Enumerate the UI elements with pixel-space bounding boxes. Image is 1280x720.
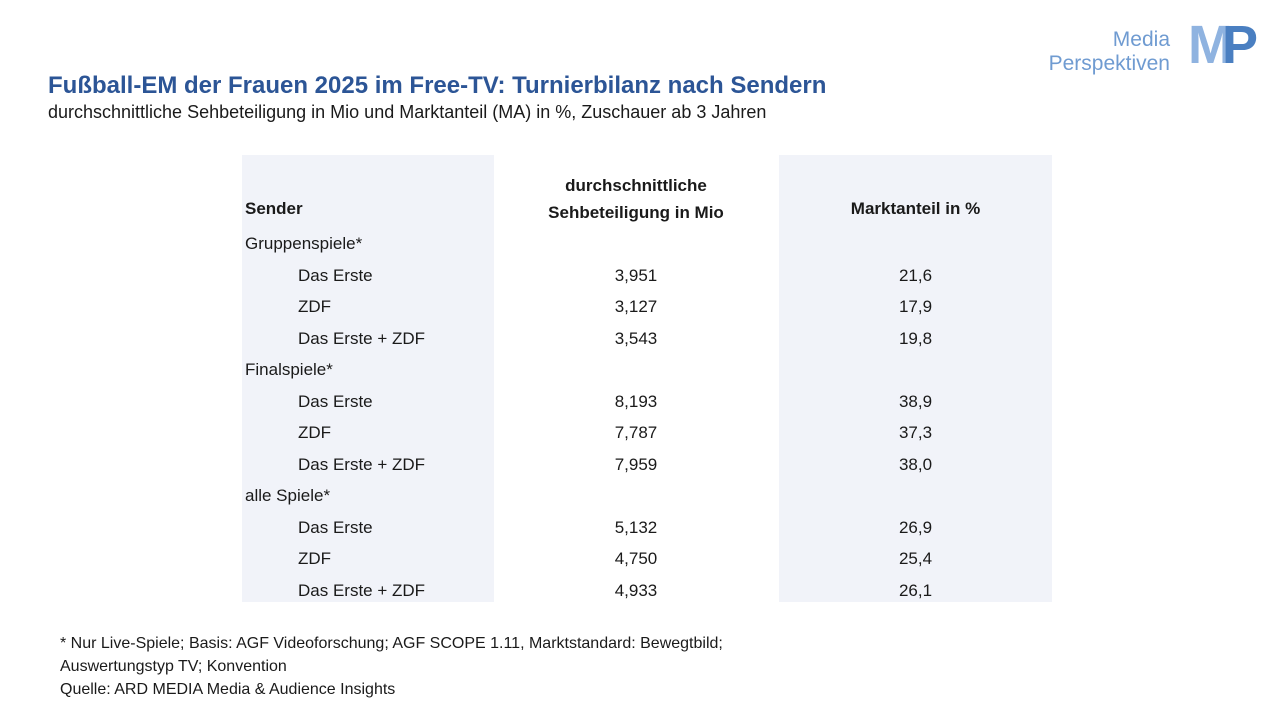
marktanteil-value: 26,9 xyxy=(898,517,933,537)
sehbeteiligung-value: 3,127 xyxy=(614,297,658,316)
table-row: Das Erste + ZDF 7,959 38,0 xyxy=(242,449,1052,481)
row-label: Das Erste + ZDF xyxy=(298,454,426,474)
table-row: ZDF 4,750 25,4 xyxy=(242,543,1052,575)
sehbeteiligung-value: 4,750 xyxy=(614,549,658,568)
logo-mark-p: P xyxy=(1222,15,1258,75)
header-sehbeteiligung-line1: durchschnittliche xyxy=(565,176,707,195)
marktanteil-value: 26,1 xyxy=(898,580,933,600)
marktanteil-value: 17,9 xyxy=(898,297,933,316)
row-label: Das Erste + ZDF xyxy=(298,580,426,600)
page-subtitle: durchschnittliche Sehbeteiligung in Mio … xyxy=(48,102,767,122)
marktanteil-value: 38,0 xyxy=(898,454,933,474)
page-title: Fußball-EM der Frauen 2025 im Free-TV: T… xyxy=(48,72,827,99)
sehbeteiligung-value: 7,959 xyxy=(614,454,658,474)
marktanteil-value: 38,9 xyxy=(898,391,933,411)
marktanteil-column-shading xyxy=(779,155,1052,602)
row-label: ZDF xyxy=(298,549,332,568)
row-label: alle Spiele* xyxy=(245,486,331,505)
footnote-source: Quelle: ARD MEDIA Media & Audience Insig… xyxy=(60,681,396,698)
row-label: Gruppenspiele* xyxy=(245,234,363,253)
row-label: Finalspiele* xyxy=(245,360,333,379)
sehbeteiligung-value: 3,951 xyxy=(614,265,658,285)
row-label: ZDF xyxy=(298,297,332,316)
table-row: Das Erste 8,193 38,9 xyxy=(242,386,1052,418)
row-label: Das Erste + ZDF xyxy=(298,328,426,348)
header-sehbeteiligung: durchschnittliche Sehbeteiligung in Mio xyxy=(510,172,762,226)
table-row-group: Gruppenspiele* xyxy=(242,228,1052,260)
row-label: Das Erste xyxy=(298,517,373,537)
header-sehbeteiligung-line2: Sehbeteiligung in Mio xyxy=(548,203,724,222)
table-row: Das Erste 3,951 21,6 xyxy=(242,260,1052,292)
sehbeteiligung-value: 4,933 xyxy=(614,580,658,600)
logo-mark-m: M xyxy=(1188,15,1233,75)
sehbeteiligung-value: 5,132 xyxy=(614,517,658,537)
marktanteil-value: 19,8 xyxy=(898,328,933,348)
table-row: Das Erste + ZDF 4,933 26,1 xyxy=(242,575,1052,607)
data-table: Gruppenspiele* Das Erste 3,951 21,6 ZDF … xyxy=(242,228,1052,606)
sender-column-shading xyxy=(242,155,494,602)
table-row: Das Erste + ZDF 3,543 19,8 xyxy=(242,323,1052,355)
header-marktanteil: Marktanteil in % xyxy=(850,199,981,218)
table-row: Das Erste 5,132 26,9 xyxy=(242,512,1052,544)
sehbeteiligung-value: 7,787 xyxy=(614,423,658,442)
table-row-group: alle Spiele* xyxy=(242,480,1052,512)
header-sender: Sender xyxy=(245,199,303,218)
sehbeteiligung-value: 8,193 xyxy=(614,391,658,411)
logo-line1: Media xyxy=(1112,28,1170,51)
table-row: ZDF 7,787 37,3 xyxy=(242,417,1052,449)
logo-text: Media Perspektiven xyxy=(1049,28,1170,76)
row-label: Das Erste xyxy=(298,265,373,285)
sehbeteiligung-value: 3,543 xyxy=(614,328,658,348)
marktanteil-value: 21,6 xyxy=(898,265,933,285)
footnote-line2: Auswertungstyp TV; Konvention xyxy=(60,658,287,675)
table-row-group: Finalspiele* xyxy=(242,354,1052,386)
marktanteil-value: 25,4 xyxy=(898,549,933,568)
row-label: Das Erste xyxy=(298,391,373,411)
logo-mark: M P xyxy=(1188,14,1260,76)
marktanteil-value: 37,3 xyxy=(898,423,933,442)
logo-line2: Perspektiven xyxy=(1048,52,1170,75)
row-label: ZDF xyxy=(298,423,332,442)
table-row: ZDF 3,127 17,9 xyxy=(242,291,1052,323)
footnote-line1: * Nur Live-Spiele; Basis: AGF Videoforsc… xyxy=(60,635,723,652)
footnote: * Nur Live-Spiele; Basis: AGF Videoforsc… xyxy=(60,632,723,701)
